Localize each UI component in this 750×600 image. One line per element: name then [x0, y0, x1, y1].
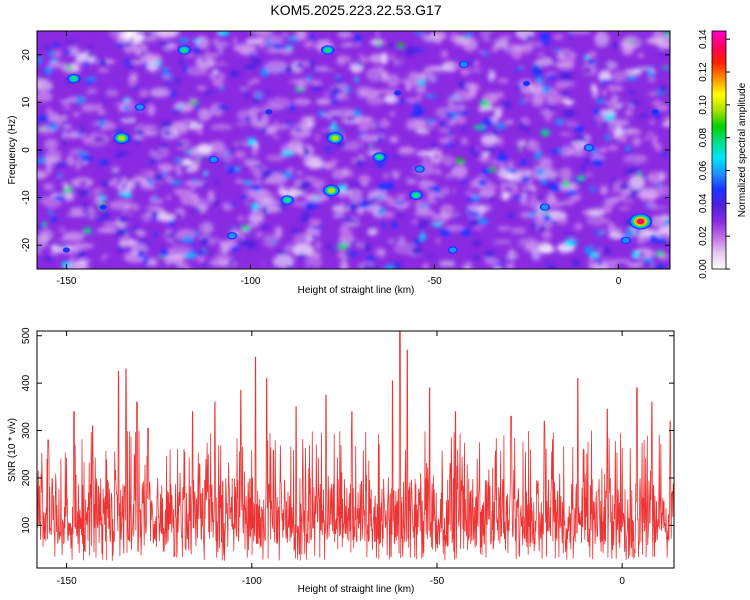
x-tick-label: -50: [427, 276, 442, 287]
y-tick-label: 200: [21, 469, 32, 486]
y-tick-label: 10: [21, 96, 32, 108]
heatmap-hotspot: [208, 155, 219, 164]
colorbar-ticks: 0.00 0.02 0.04 0.06 0.08 0.10 0.12 0.14: [698, 29, 730, 279]
heatmap-hotspot: [372, 152, 387, 162]
y-tick-label: 0: [21, 147, 32, 153]
y-tick-label: 500: [21, 327, 32, 344]
colorbar-tick-label: 0.00: [698, 259, 709, 279]
snr-x-label: Height of straight line (km): [298, 584, 415, 595]
snr-frame: [36, 330, 675, 569]
heatmap-hotspot: [226, 232, 238, 240]
x-tick-label: -100: [240, 276, 260, 287]
x-tick-label: -50: [430, 576, 445, 587]
colorbar-tick-label: 0.10: [698, 95, 709, 115]
colorbar-gradient: [711, 30, 727, 270]
heatmap-hotspot: [320, 45, 335, 55]
heatmap-hotspot: [323, 184, 340, 197]
heatmap-hotspot: [134, 103, 146, 111]
colorbar-tick-label: 0.02: [698, 226, 709, 246]
x-tick-label: 0: [619, 576, 625, 587]
snr-panel: -150 -100 -50 0 100 200 300 400 500 Height of s…: [7, 327, 675, 595]
heatmap-y-label: Frequency (Hz): [7, 116, 18, 185]
y-tick-label: 100: [21, 517, 32, 534]
x-tick-label: 0: [616, 276, 622, 287]
heatmap-hotspot: [67, 73, 81, 84]
snr-series-line: [37, 331, 674, 561]
x-tick-label: -150: [56, 276, 76, 287]
snr-y-ticks: 100 200 300 400 500: [21, 327, 674, 534]
heatmap-hotspot: [458, 60, 470, 68]
y-tick-label: -10: [21, 190, 32, 205]
heatmap-hotspot: [414, 165, 425, 173]
heatmap-hotspot: [522, 80, 531, 86]
heatmap-hotspot: [539, 203, 551, 211]
heatmap-hotspot: [113, 132, 130, 145]
x-tick-label: -150: [57, 576, 77, 587]
heatmap-hotspot: [651, 109, 659, 115]
heatmap-hotspot: [265, 109, 273, 115]
heatmap-x-label: Height of straight line (km): [298, 285, 415, 296]
heatmap-field: [37, 31, 670, 269]
heatmap-hotspot: [583, 143, 595, 152]
heatmap-x-ticks: -150 -100 -50 0: [56, 31, 622, 287]
heatmap-hotspot: [447, 246, 459, 254]
x-tick-label: -100: [242, 576, 262, 587]
colorbar-label: Normalized spectral amplitude: [737, 82, 748, 217]
heatmap-hotspot: [280, 195, 295, 205]
colorbar-tick-label: 0.14: [698, 29, 709, 49]
colorbar-tick-label: 0.12: [698, 62, 709, 82]
y-tick-label: 300: [21, 422, 32, 439]
y-tick-label: -20: [21, 238, 32, 253]
colorbar: 0.00 0.02 0.04 0.06 0.08 0.10 0.12 0.14 Normali…: [698, 29, 748, 279]
heatmap-hotspots: [62, 45, 659, 254]
snr-x-ticks: -150 -100 -50 0: [57, 331, 625, 587]
colorbar-tick-label: 0.06: [698, 160, 709, 180]
y-tick-label: 20: [21, 49, 32, 61]
heatmap-hotspot: [62, 247, 70, 253]
snr-y-label: SNR (10 * v/v): [7, 418, 18, 482]
figure-title: KOM5.2025.223.22.53.G17: [270, 2, 441, 18]
heatmap-hotspot: [629, 213, 653, 230]
y-tick-label: 400: [21, 374, 32, 391]
heatmap-hotspot: [99, 204, 107, 210]
heatmap-hotspot: [177, 45, 191, 55]
heatmap-hotspot: [620, 236, 631, 245]
heatmap-hotspot: [394, 90, 402, 96]
heatmap-hotspot: [409, 190, 423, 200]
heatmap-y-ticks: -20 -10 0 10 20: [21, 49, 670, 253]
colorbar-tick-label: 0.08: [698, 128, 709, 148]
colorbar-tick-label: 0.04: [698, 193, 709, 213]
heatmap-hotspot: [326, 132, 344, 145]
